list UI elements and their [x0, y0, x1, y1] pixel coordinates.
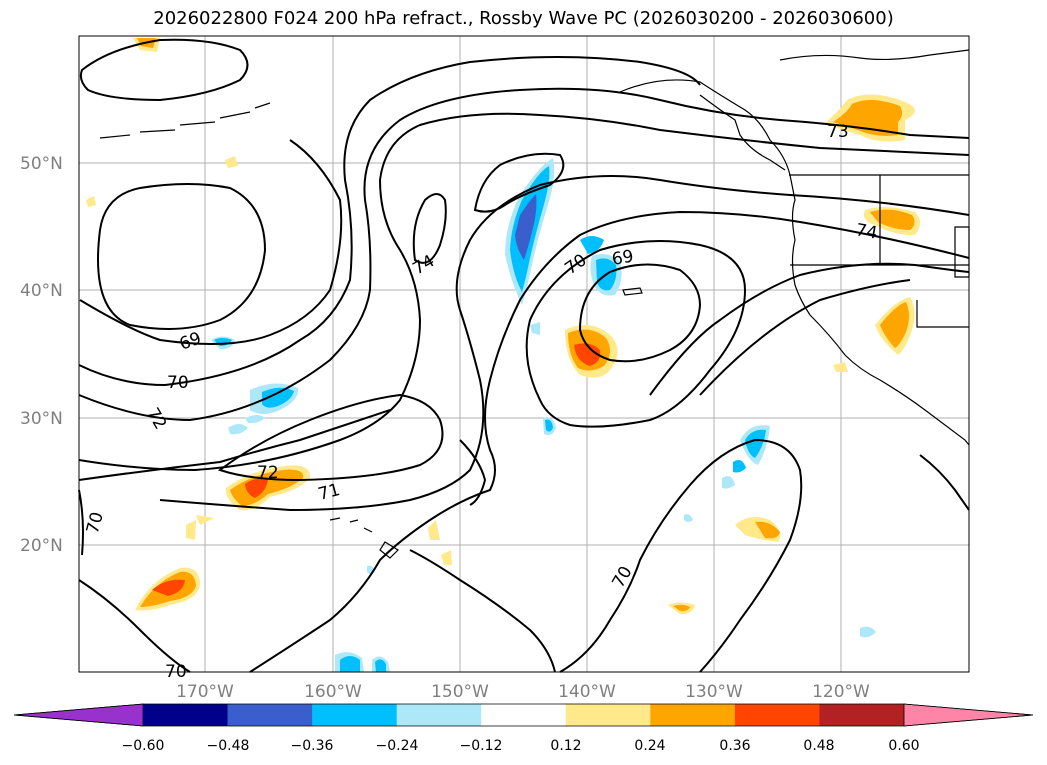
colorbar-segment: [565, 704, 651, 726]
colorbar-segment: [143, 704, 229, 726]
lat-label: 40°N: [20, 281, 63, 301]
colorbar-segment: [312, 704, 398, 726]
colorbar-tick-label: 0.12: [550, 738, 581, 754]
colorbar-extension-high: [903, 703, 1034, 727]
map-area: [79, 36, 969, 672]
positive-anomaly-shading: [86, 38, 920, 615]
colorbar-tick-label: −0.24: [376, 738, 419, 754]
lat-label: 30°N: [20, 409, 63, 429]
colorbar-segment: [650, 704, 736, 726]
negative-anomaly-shading: [211, 158, 876, 672]
colorbar-segment: [734, 704, 820, 726]
lon-label: 170°W: [176, 682, 234, 702]
colorbar-tick-label: 0.36: [719, 738, 750, 754]
map-frame: [78, 35, 970, 673]
longitude-labels: 170°W 160°W 150°W 140°W 130°W 120°W: [176, 682, 870, 702]
colorbar-tick-label: 0.60: [888, 738, 919, 754]
colorbar-tick-label: −0.48: [207, 738, 250, 754]
contour-label: 72: [257, 463, 279, 483]
contour-lines: [78, 38, 970, 673]
colorbar: [13, 703, 1034, 727]
lon-label: 120°W: [812, 682, 870, 702]
colorbar-segment: [819, 704, 905, 726]
colorbar-tick-label: −0.36: [291, 738, 334, 754]
colorbar-segment: [481, 704, 567, 726]
colorbar-extension-low: [13, 703, 144, 727]
colorbar-tick-labels: −0.60 −0.48 −0.36 −0.24 −0.12 0.12 0.24 …: [122, 738, 920, 754]
lat-label: 50°N: [20, 154, 63, 174]
lon-label: 140°W: [558, 682, 616, 702]
colorbar-tick-label: −0.60: [122, 738, 165, 754]
contour-label: 74: [854, 220, 879, 243]
lon-label: 130°W: [685, 682, 743, 702]
contour-label: 70: [167, 373, 189, 393]
colorbar-segment: [396, 704, 482, 726]
colorbar-tick-label: 0.24: [634, 738, 665, 754]
lon-label: 150°W: [431, 682, 489, 702]
colorbar-segment: [227, 704, 313, 726]
contour-label: 73: [827, 122, 849, 142]
latitude-labels: 50°N 40°N 30°N 20°N: [20, 154, 63, 556]
map-title: 2026022800 F024 200 hPa refract., Rossby…: [153, 8, 894, 29]
lon-label: 160°W: [304, 682, 362, 702]
colorbar-tick-label: 0.48: [803, 738, 834, 754]
colorbar-tick-label: −0.12: [460, 738, 503, 754]
colorbar-outline: [13, 703, 1034, 727]
gridlines: [79, 36, 969, 672]
lat-label: 20°N: [20, 536, 63, 556]
contour-label: 69: [610, 246, 635, 269]
